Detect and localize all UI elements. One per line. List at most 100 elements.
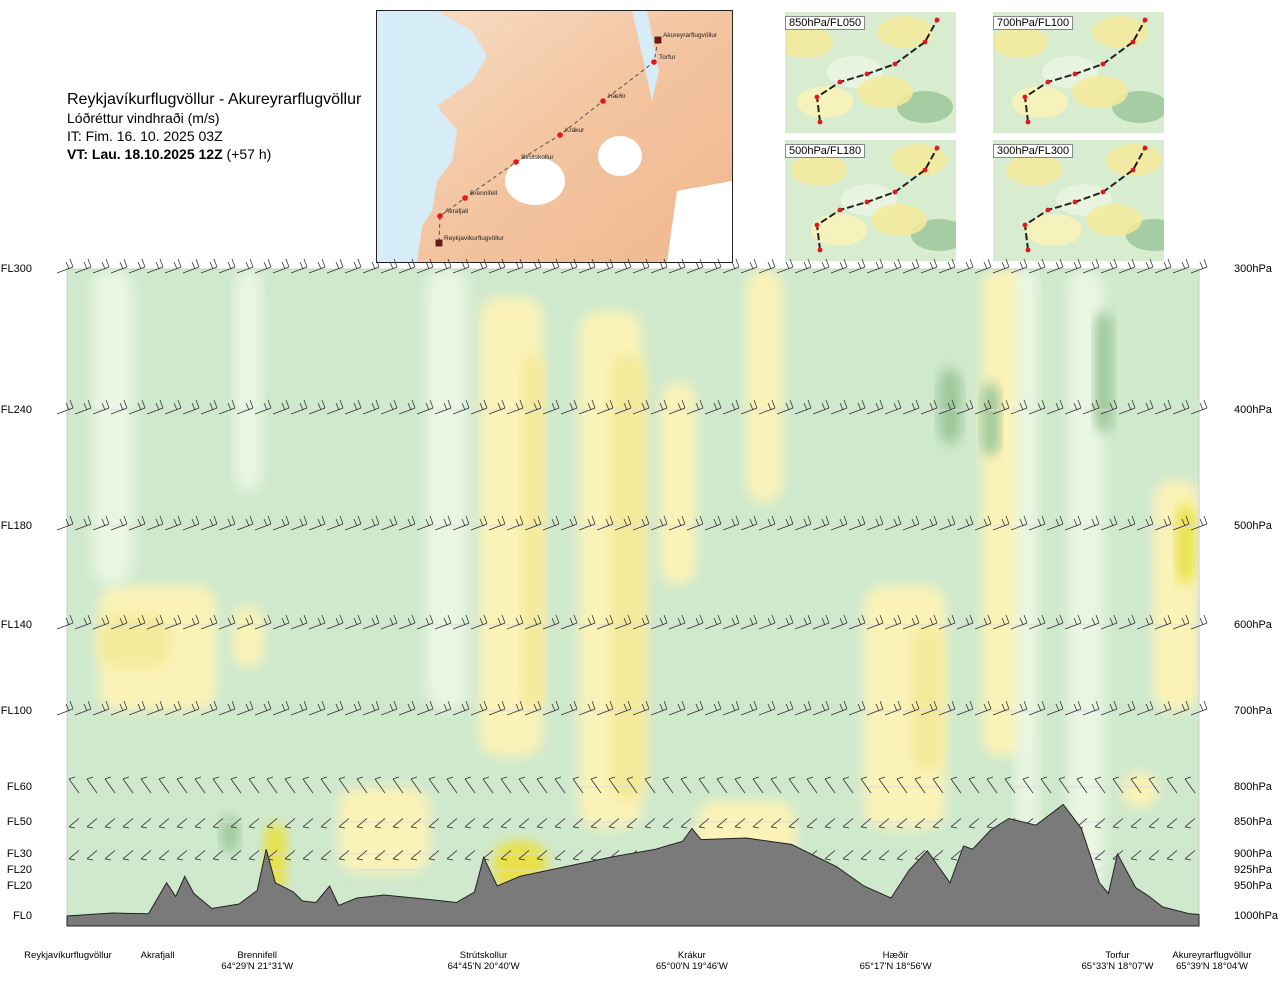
wind-barb — [866, 614, 884, 630]
level-map-patch — [797, 86, 853, 118]
wind-barb — [740, 700, 758, 716]
glacier-langjokull — [505, 157, 565, 205]
wind-barb — [56, 515, 74, 531]
level-map-patch — [993, 26, 1048, 58]
route-map[interactable]: Akureyrarflugvöllur Torfur Hæðir Krákur Strú… — [376, 10, 733, 263]
velocity-contour — [1176, 502, 1195, 586]
wind-barb — [488, 515, 506, 531]
wind-barb — [524, 614, 542, 630]
level-map-patch — [877, 16, 933, 48]
waypoint-coord: 64°45'N 20°40'W — [447, 961, 520, 972]
wind-barb — [374, 776, 386, 794]
wind-barb — [1004, 776, 1016, 794]
wind-barb — [560, 614, 578, 630]
wind-barb — [1190, 614, 1208, 630]
level-map-waypoint — [892, 61, 898, 67]
wind-barb — [248, 776, 260, 794]
wind-barb — [914, 818, 926, 829]
wind-barb — [380, 515, 398, 531]
wind-barb — [788, 818, 800, 829]
level-map-waypoint — [922, 167, 928, 173]
route-waypoint[interactable]: Brennifell — [462, 190, 498, 201]
wind-barb — [1172, 399, 1190, 415]
wind-barb — [68, 850, 80, 861]
wind-barb — [470, 700, 488, 716]
wind-barb — [974, 700, 992, 716]
wind-barb — [722, 700, 740, 716]
route-waypoint[interactable]: Akrafjall — [437, 208, 469, 219]
level-map-waypoint — [817, 247, 823, 253]
wind-barb — [470, 258, 488, 274]
waypoint-name: Akrafjall — [140, 950, 175, 961]
wind-barb — [896, 818, 908, 829]
wind-barb — [1064, 258, 1082, 274]
wind-barb — [1112, 818, 1124, 829]
route-waypoint[interactable]: Akureyrarflugvöllur — [654, 32, 718, 44]
wind-barb — [1100, 700, 1118, 716]
route-map-svg: Akureyrarflugvöllur Torfur Hæðir Krákur Strú… — [377, 11, 732, 262]
level-map-patch — [891, 144, 947, 176]
wind-barb — [218, 515, 236, 531]
wind-barb — [758, 399, 776, 415]
wind-barb — [110, 614, 128, 630]
wind-barb — [110, 515, 128, 531]
level-map-850[interactable]: 850hPa/FL050 — [785, 12, 956, 133]
wind-barb — [146, 515, 164, 531]
wind-barb — [1172, 700, 1190, 716]
wind-barb — [146, 614, 164, 630]
level-map-700[interactable]: 700hPa/FL100 — [993, 12, 1164, 133]
route-waypoint[interactable]: Reykjavíkurflugvöllur — [435, 235, 505, 247]
pressure-level-label: 500hPa — [1234, 520, 1272, 532]
level-map-label: 850hPa/FL050 — [785, 16, 866, 30]
route-waypoint[interactable]: Krákur — [557, 127, 585, 138]
wind-barb — [410, 818, 422, 829]
route-waypoint[interactable]: Strútskollur — [513, 154, 554, 165]
wind-barb — [734, 776, 746, 794]
valid-time-main: VT: Lau. 18.10.2025 12Z — [67, 146, 223, 162]
velocity-contour — [938, 367, 962, 445]
wind-barb — [812, 700, 830, 716]
wind-barb — [1154, 614, 1172, 630]
wind-barb — [740, 614, 758, 630]
circle-marker-icon — [513, 159, 519, 165]
velocity-contour — [911, 625, 944, 772]
level-map-300[interactable]: 300hPa/FL300 — [993, 140, 1164, 261]
wind-barb — [1094, 776, 1106, 794]
wind-barb — [902, 614, 920, 630]
wind-barb — [380, 614, 398, 630]
wind-barb — [356, 850, 368, 861]
wind-barb — [1082, 700, 1100, 716]
wind-barb — [704, 258, 722, 274]
wind-barb — [716, 818, 728, 829]
route-waypoint[interactable]: Torfur — [651, 54, 676, 65]
wind-barb — [74, 399, 92, 415]
level-map-waypoint — [1130, 39, 1136, 45]
wind-barb — [632, 700, 650, 716]
wind-barb — [824, 818, 836, 829]
wind-barb — [968, 776, 980, 794]
wind-barb — [542, 399, 560, 415]
wind-barb — [824, 776, 836, 794]
flight-level-label: FL50 — [6, 816, 32, 828]
wind-barb — [632, 258, 650, 274]
wind-barb — [110, 399, 128, 415]
wind-barb — [236, 614, 254, 630]
level-map-label: 300hPa/FL300 — [993, 144, 1074, 158]
route-waypoint[interactable]: Hæðir — [600, 92, 627, 104]
level-map-waypoint — [1142, 17, 1148, 23]
route-line-layer — [438, 39, 659, 244]
wind-barb — [344, 515, 362, 531]
wind-barb — [1136, 258, 1154, 274]
wind-barb — [794, 700, 812, 716]
wind-barb — [608, 818, 620, 829]
velocity-contour — [1015, 269, 1039, 842]
wind-barb — [542, 700, 560, 716]
wind-barb — [1010, 515, 1028, 531]
wind-barb — [320, 850, 332, 861]
wind-barb — [686, 700, 704, 716]
wind-barb — [860, 850, 872, 861]
wind-barb — [488, 614, 506, 630]
level-map-500[interactable]: 500hPa/FL180 — [785, 140, 956, 261]
wind-barb — [740, 399, 758, 415]
wind-barb — [1082, 515, 1100, 531]
